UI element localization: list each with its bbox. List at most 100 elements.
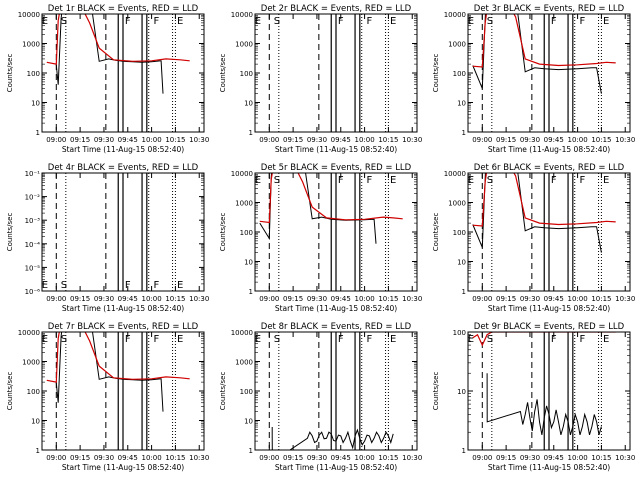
y-tick-label: 1000 (22, 359, 40, 367)
x-tick-label: 10:30 (189, 454, 209, 462)
event-marker-label: F (579, 334, 585, 345)
y-tick-label: 1000 (235, 200, 253, 208)
event-marker-label: E (42, 280, 48, 291)
panel-title: Det 3r BLACK = Events, RED = LLD (474, 4, 625, 14)
x-tick-label: 10:00 (354, 136, 374, 144)
y-tick-label: 1 (36, 447, 40, 455)
event-marker-label: F (551, 175, 557, 186)
y-tick-label: 100 (240, 70, 253, 78)
event-marker-label: S (487, 334, 493, 345)
y-tick-label: 1 (249, 447, 253, 455)
x-tick-label: 09:00 (46, 295, 66, 303)
x-tick-label: 09:15 (496, 454, 516, 462)
panel-title: Det 7r BLACK = Events, RED = LLD (48, 322, 199, 332)
x-axis-label: Start Time (11-Aug-15 08:52:40) (275, 463, 397, 472)
series-line-events (472, 173, 602, 253)
series-line-events (271, 427, 394, 450)
x-tick-label: 09:00 (259, 136, 279, 144)
y-tick-label: 10⁻⁶ (25, 288, 41, 296)
x-tick-label: 10:00 (141, 295, 161, 303)
y-axis-label: Counts/sec (6, 372, 14, 411)
y-tick-label: 10000 (231, 11, 253, 19)
event-marker-label: E (42, 334, 48, 345)
y-tick-label: 1 (462, 447, 466, 455)
y-tick-label: 10000 (444, 170, 466, 178)
y-tick-label: 10 (244, 259, 253, 267)
x-tick-label: 10:00 (141, 454, 161, 462)
x-axis-label: Start Time (11-Aug-15 08:52:40) (62, 145, 184, 154)
panel-det-1: Det 1r BLACK = Events, RED = LLD 1 10 100 10… (6, 4, 209, 154)
event-marker-label: F (338, 334, 344, 345)
y-tick-label: 10000 (18, 11, 40, 19)
x-tick-label: 09:15 (496, 295, 516, 303)
x-tick-label: 10:30 (402, 454, 422, 462)
x-tick-label: 10:15 (165, 136, 185, 144)
x-tick-label: 10:30 (189, 295, 209, 303)
x-tick-label: 10:15 (378, 295, 398, 303)
y-tick-label: 1 (462, 288, 466, 296)
x-tick-label: 10:00 (567, 454, 587, 462)
event-marker-label: E (468, 334, 474, 345)
event-marker-label: E (255, 334, 261, 345)
panel-det-6: Det 6r BLACK = Events, RED = LLD 1 10 100 10… (432, 163, 635, 313)
event-marker-label: E (255, 16, 261, 27)
y-axis-label: Counts/sec (432, 372, 440, 411)
y-axis-label: Counts/sec (219, 54, 227, 93)
x-tick-label: 09:15 (496, 136, 516, 144)
y-tick-label: 10⁻³ (25, 217, 41, 225)
y-axis-label: Counts/sec (6, 213, 14, 252)
y-tick-label: 100 (453, 229, 466, 237)
x-tick-label: 09:30 (94, 295, 114, 303)
y-tick-label: 10 (457, 259, 466, 267)
x-tick-label: 09:30 (520, 295, 540, 303)
x-tick-label: 09:00 (259, 295, 279, 303)
x-tick-label: 10:15 (591, 136, 611, 144)
panel-title: Det 9r BLACK = Events, RED = LLD (474, 322, 625, 332)
y-axis-label: Counts/sec (219, 372, 227, 411)
x-tick-label: 09:00 (472, 136, 492, 144)
x-tick-label: 10:15 (591, 295, 611, 303)
series-line-lld (472, 14, 616, 68)
event-marker-label: F (366, 175, 372, 186)
y-tick-label: 10⁻² (25, 194, 41, 202)
series-line-events (486, 373, 602, 436)
x-tick-label: 09:30 (94, 454, 114, 462)
x-tick-label: 10:30 (615, 454, 635, 462)
x-tick-label: 09:45 (331, 295, 351, 303)
x-tick-label: 10:30 (402, 295, 422, 303)
series-line-lld (46, 14, 190, 65)
event-marker-label: S (61, 16, 67, 27)
series-line-events (55, 14, 164, 94)
event-marker-label: E (390, 175, 396, 186)
event-marker-label: S (274, 334, 280, 345)
x-tick-label: 09:30 (307, 295, 327, 303)
event-marker-label: E (603, 334, 609, 345)
x-axis-label: Start Time (11-Aug-15 08:52:40) (488, 304, 610, 313)
y-tick-label: 10⁻⁵ (25, 264, 41, 272)
panel-title: Det 4r BLACK = Events, RED = LLD (48, 163, 199, 173)
x-tick-label: 09:30 (520, 136, 540, 144)
panel-det-9: Det 9r BLACK = Events, RED = LLD 1 10 100 Co… (432, 322, 635, 472)
x-tick-label: 09:15 (283, 454, 303, 462)
y-tick-label: 10 (244, 100, 253, 108)
event-marker-label: F (551, 334, 557, 345)
event-marker-label: E (390, 334, 396, 345)
x-tick-label: 09:30 (307, 136, 327, 144)
event-marker-label: S (487, 175, 493, 186)
y-tick-label: 1 (249, 129, 253, 137)
y-tick-label: 1000 (448, 200, 466, 208)
y-tick-label: 1000 (448, 41, 466, 49)
x-tick-label: 10:00 (354, 454, 374, 462)
x-tick-label: 09:45 (118, 295, 138, 303)
series-line-events (55, 332, 164, 412)
event-marker-label: F (125, 16, 131, 27)
event-marker-label: E (603, 175, 609, 186)
x-axis-label: Start Time (11-Aug-15 08:52:40) (62, 304, 184, 313)
y-tick-label: 1000 (22, 41, 40, 49)
x-axis-label: Start Time (11-Aug-15 08:52:40) (488, 145, 610, 154)
panel-det-2: Det 2r BLACK = Events, RED = LLD 1 10 100 10… (219, 4, 422, 154)
panel-title: Det 6r BLACK = Events, RED = LLD (474, 163, 625, 173)
x-tick-label: 10:30 (615, 136, 635, 144)
x-tick-label: 10:30 (615, 295, 635, 303)
event-marker-label: E (468, 16, 474, 27)
